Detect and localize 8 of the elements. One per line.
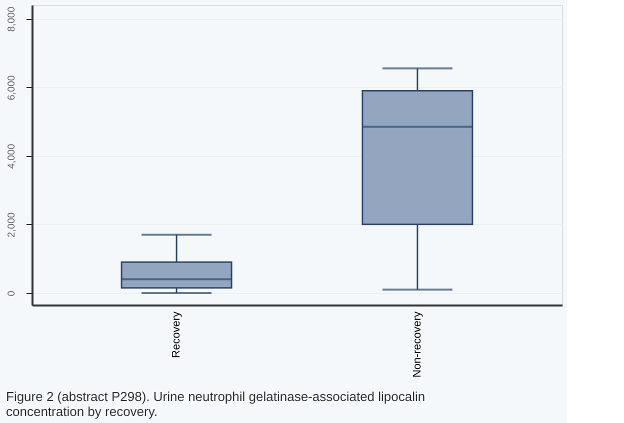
y-tick-label: 4,000 [6, 143, 18, 169]
y-tick-label: 0 [6, 290, 18, 296]
x-tick-label: Non-recovery [411, 311, 424, 378]
caption: Figure 2 (abstract P298). Urine neutrophil gelatinase-associated lipocalin concentration by recovery. [6, 389, 426, 420]
y-tick-label: 6,000 [6, 74, 18, 100]
x-tick-label: Recovery [170, 311, 183, 358]
y-tick-label: 8,000 [6, 6, 18, 32]
y-tick-label: 2,000 [6, 212, 18, 238]
